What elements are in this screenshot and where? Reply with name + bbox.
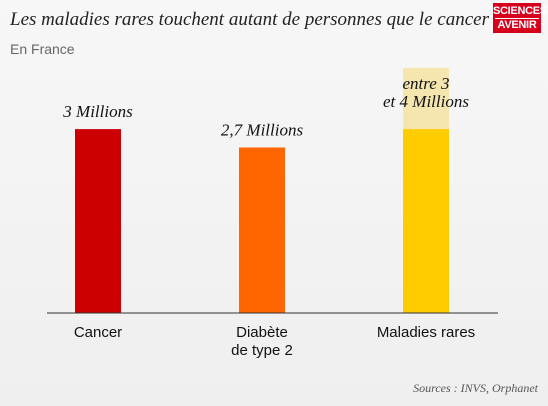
- bar-3: [403, 129, 449, 313]
- bar-range-3: [403, 67, 449, 130]
- chart-subtitle: En France: [10, 41, 75, 57]
- logo-line-2: AVENIR: [495, 18, 539, 31]
- source-note: Sources : INVS, Orphanet: [413, 381, 538, 395]
- category-label-1: Cancer: [74, 324, 122, 341]
- bar-1: [75, 129, 121, 313]
- logo-line-1: SCIENCES: [493, 5, 547, 17]
- sciences-avenir-logo: SCIENCES AVENIR: [493, 3, 547, 33]
- category-label-2: Diabète de type 2: [231, 324, 293, 359]
- value-label-3: entre 3 et 4 Millions: [383, 74, 469, 111]
- chart-title: Les maladies rares touchent autant de pe…: [10, 9, 489, 30]
- value-label-1: 3 Millions: [62, 102, 133, 121]
- value-label-2: 2,7 Millions: [221, 120, 304, 139]
- category-label-3: Maladies rares: [377, 324, 475, 341]
- bar-2: [239, 147, 285, 313]
